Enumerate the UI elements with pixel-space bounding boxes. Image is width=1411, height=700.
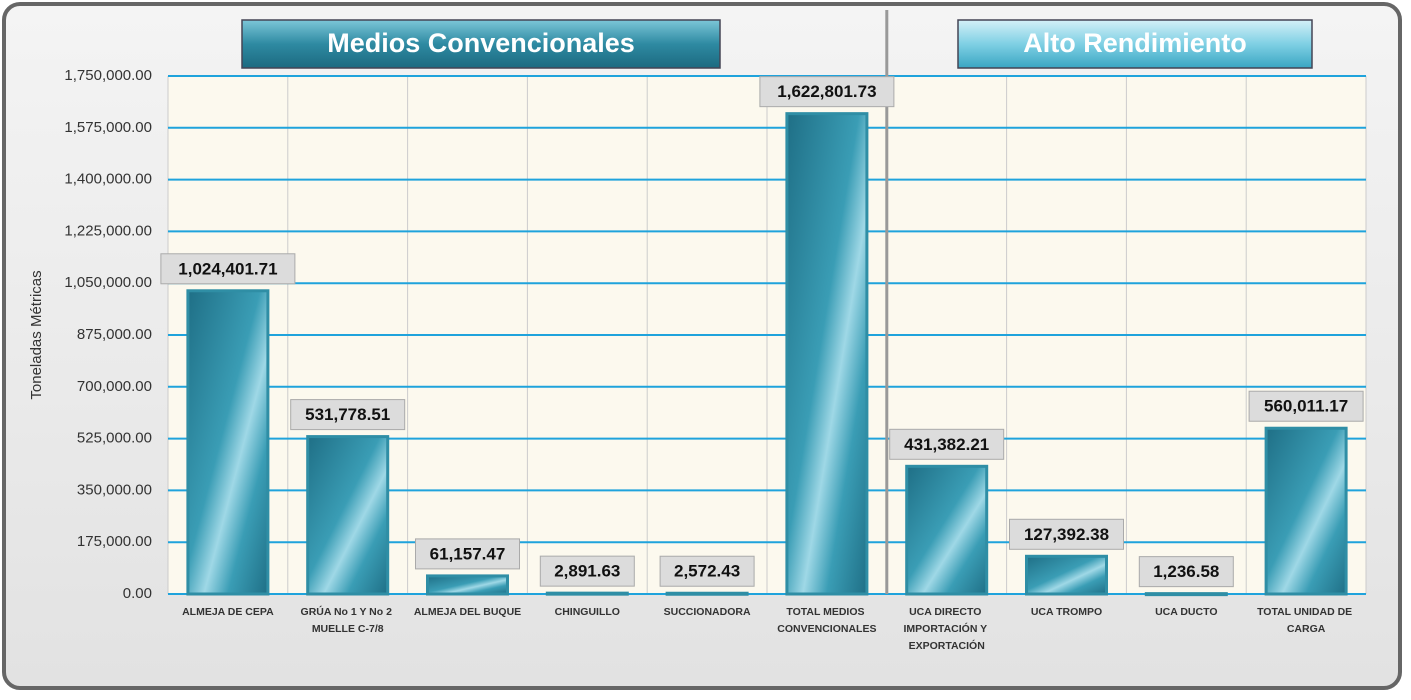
value-label: 61,157.47 <box>430 544 506 563</box>
x-tick-label: ALMEJA DE CEPA <box>182 606 274 618</box>
label-box <box>889 428 1005 460</box>
bar <box>1264 426 1348 596</box>
x-tick-label: TOTAL MEDIOS CONVENCIONALES <box>777 606 876 635</box>
y-tick-label: 525,000.00 <box>77 430 152 447</box>
y-tick-label: 175,000.00 <box>77 533 152 550</box>
label-box <box>659 555 755 587</box>
bar <box>905 464 989 596</box>
y-tick-label: 700,000.00 <box>77 378 152 395</box>
label-box <box>1009 518 1124 550</box>
y-tick-label: 1,225,000.00 <box>64 222 152 239</box>
x-tick-label: CHINGUILLO <box>555 606 620 618</box>
y-tick-label: 350,000.00 <box>77 481 152 498</box>
value-label: 531,778.51 <box>305 405 390 424</box>
bar <box>545 591 629 596</box>
x-tick-label: GRÚA No 1 Y No 2 MUELLE C-7/8 <box>301 605 395 635</box>
y-tick-label: 1,575,000.00 <box>64 119 152 136</box>
y-tick-label: 1,050,000.00 <box>64 274 152 291</box>
x-tick-label: SUCCIONADORA <box>664 606 751 618</box>
section-title: Alto Rendimiento <box>1023 28 1247 58</box>
y-axis-label: Toneladas Métricas <box>28 270 45 399</box>
value-label: 1,236.58 <box>1153 562 1219 581</box>
x-tick-label: UCA DIRECTO IMPORTACIÓN Y EXPORTACIÓN <box>904 606 990 652</box>
bar <box>186 289 270 596</box>
label-box <box>290 399 406 431</box>
label-box <box>415 538 520 570</box>
section-banner <box>957 19 1313 69</box>
value-label: 127,392.38 <box>1024 525 1109 544</box>
x-tick-label: UCA TROMPO <box>1031 606 1102 618</box>
bar <box>1144 592 1228 597</box>
label-box <box>160 253 296 285</box>
bar <box>426 574 509 596</box>
y-tick-label: 875,000.00 <box>77 326 152 343</box>
value-label: 1,024,401.71 <box>178 259 277 278</box>
y-tick-label: 1,400,000.00 <box>64 171 152 188</box>
bar <box>1025 554 1108 596</box>
section-banner <box>241 19 721 69</box>
value-label: 1,622,801.73 <box>777 82 876 101</box>
value-label: 431,382.21 <box>904 435 989 454</box>
label-box <box>539 555 635 587</box>
x-tick-label: UCA DUCTO <box>1155 606 1217 618</box>
label-box <box>1248 390 1364 422</box>
y-tick-label: 1,750,000.00 <box>64 67 152 84</box>
y-tick-label: 0.00 <box>123 585 152 602</box>
x-tick-label: ALMEJA DEL BUQUE <box>414 606 521 618</box>
value-label: 560,011.17 <box>1264 397 1348 416</box>
value-label: 2,572.43 <box>674 562 740 581</box>
section-title: Medios Convencionales <box>327 28 635 58</box>
x-tick-label: TOTAL UNIDAD DE CARGA <box>1257 606 1355 635</box>
label-box <box>1138 556 1234 588</box>
bar <box>785 112 869 596</box>
label-box <box>759 76 895 108</box>
bar <box>665 591 749 596</box>
value-label: 2,891.63 <box>554 562 620 581</box>
bar <box>306 435 390 596</box>
